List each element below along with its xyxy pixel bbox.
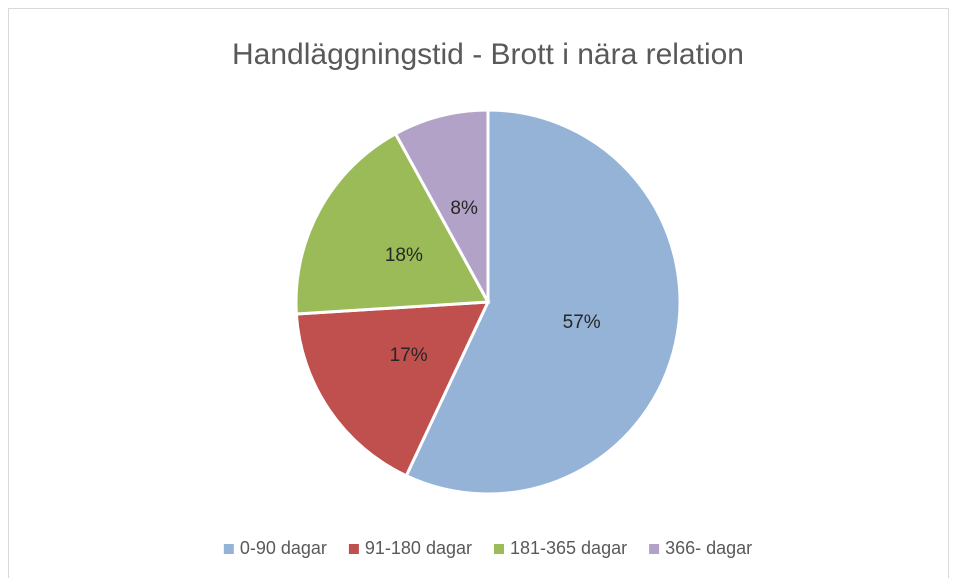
- legend-label: 91-180 dagar: [365, 538, 472, 558]
- legend-swatch: [348, 544, 359, 554]
- legend-label: 181-365 dagar: [510, 538, 627, 558]
- legend-swatch: [493, 544, 504, 554]
- data-label: 8%: [450, 198, 478, 219]
- legend-label: 0-90 dagar: [240, 538, 327, 558]
- legend-swatch: [649, 544, 660, 554]
- pie-slice: [393, 108, 490, 303]
- pie-slice: [294, 131, 491, 316]
- pie-slice: [294, 300, 491, 478]
- data-label: 17%: [390, 345, 428, 366]
- pie-slice: [404, 108, 682, 496]
- legend-label: 366- dagar: [665, 538, 752, 558]
- data-label: 18%: [385, 245, 423, 266]
- chart-title: Handläggningstid - Brott i nära relation: [232, 38, 744, 71]
- data-label: 57%: [563, 312, 601, 333]
- legend-swatch: [223, 544, 234, 554]
